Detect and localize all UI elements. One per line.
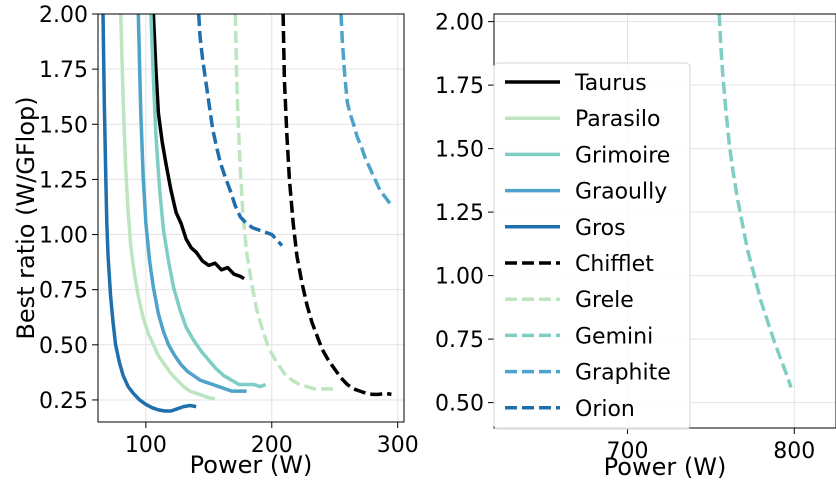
left-chart-panel: 100 200 300 0.25 0.50 0.75 1.00 1.25 1.50 1.75 2.0… xyxy=(12,3,419,479)
series-line-graoully xyxy=(136,14,247,393)
y-tick-label: 1.75 xyxy=(435,74,484,99)
series-line-gros xyxy=(101,14,197,413)
x-tick-label: 700 xyxy=(606,439,648,464)
legend-label-chifflet: Chifflet xyxy=(575,252,654,277)
y-tick-label: 2.00 xyxy=(435,11,484,36)
x-tick-label: 200 xyxy=(251,433,293,458)
legend-label-taurus: Taurus xyxy=(574,71,647,96)
right-chart-panel: 700 800 0.50 0.75 1.00 1.25 1.50 1.75 2.00 Power … xyxy=(435,11,836,481)
y-tick-label: 1.25 xyxy=(435,201,484,226)
legend-label-grimoire: Grimoire xyxy=(575,143,670,168)
x-tick-label: 800 xyxy=(773,439,815,464)
legend-label-gemini: Gemini xyxy=(575,324,653,349)
plot-frame xyxy=(97,13,405,423)
legend-label-graphite: Graphite xyxy=(575,361,671,386)
y-tick-label: 0.50 xyxy=(435,392,484,417)
y-tick-label: 1.50 xyxy=(39,113,88,138)
y-tick-label: 1.00 xyxy=(39,224,88,249)
y-tick-label: 1.00 xyxy=(435,265,484,290)
legend-label-gros: Gros xyxy=(575,216,626,241)
legend: Taurus Parasilo Grimoire Graoully Gros Chiffl… xyxy=(493,62,691,430)
y-tick-label: 2.00 xyxy=(39,3,88,28)
series-line-grimoire xyxy=(149,14,267,389)
y-tick-label: 0.75 xyxy=(39,279,88,304)
y-tick-label: 0.50 xyxy=(39,334,88,359)
series-line-orion xyxy=(196,14,284,247)
y-tick-label: 1.75 xyxy=(39,58,88,83)
x-axis-label: Power (W) xyxy=(604,453,727,481)
series-line-chifflet xyxy=(281,14,392,397)
legend-label-orion: Orion xyxy=(575,397,635,422)
y-tick-label: 1.25 xyxy=(39,168,88,193)
y-tick-label: 1.50 xyxy=(435,138,484,163)
y-tick-label: 0.25 xyxy=(39,389,88,414)
legend-label-graoully: Graoully xyxy=(575,180,667,205)
y-axis-label: Best ratio (W/GFlop) xyxy=(12,96,40,339)
y-tick-label: 0.75 xyxy=(435,328,484,353)
x-tick-label: 300 xyxy=(377,433,419,458)
series-line-grele xyxy=(233,14,335,391)
series-line-gemini xyxy=(717,14,793,388)
series-line-taurus xyxy=(151,14,245,281)
series-line-graphite xyxy=(339,14,392,205)
legend-label-grele: Grele xyxy=(575,288,634,313)
x-tick-label: 100 xyxy=(125,433,167,458)
series-line-parasilo xyxy=(118,14,216,401)
x-axis-label: Power (W) xyxy=(190,451,313,479)
legend-label-parasilo: Parasilo xyxy=(575,107,660,132)
